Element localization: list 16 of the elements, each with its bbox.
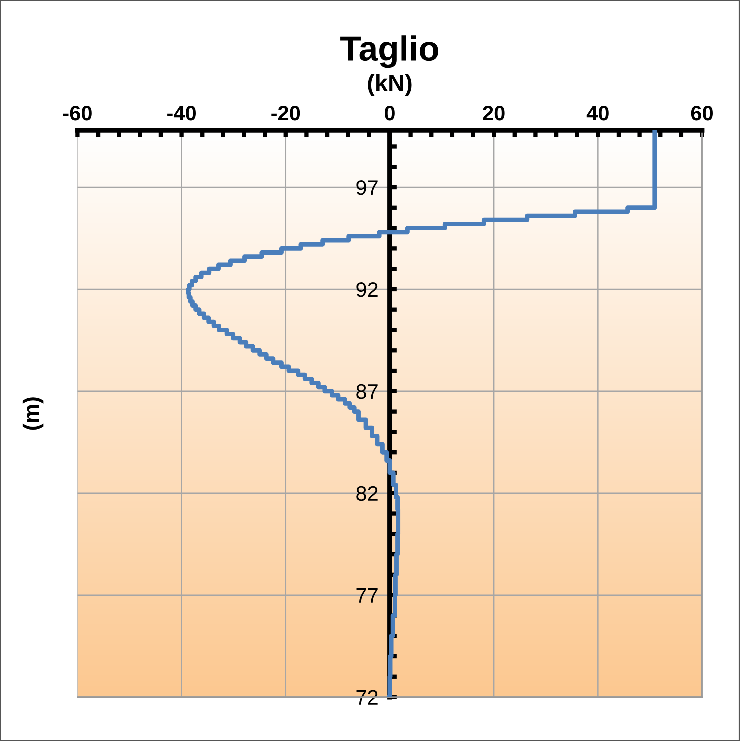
- x-tick-label: -60: [63, 106, 92, 121]
- y-tick-label: 77: [356, 588, 378, 603]
- y-tick-label: 97: [356, 180, 378, 196]
- x-tick-label: -20: [272, 106, 300, 121]
- x-tick-label: 40: [586, 106, 609, 121]
- x-tick-label: 0: [385, 106, 395, 121]
- x-tick-label: 20: [483, 106, 505, 121]
- y-axis-title: (m): [22, 398, 44, 430]
- y-tick-label: 92: [356, 282, 378, 298]
- x-axis-title: (kN): [368, 74, 412, 96]
- y-tick-label: 72: [356, 690, 378, 705]
- chart-title: Taglio: [340, 36, 438, 68]
- y-tick-label: 87: [356, 384, 378, 400]
- x-tick-label: 60: [691, 106, 713, 121]
- y-tick-label: 82: [356, 486, 378, 502]
- x-tick-label: -40: [168, 106, 196, 121]
